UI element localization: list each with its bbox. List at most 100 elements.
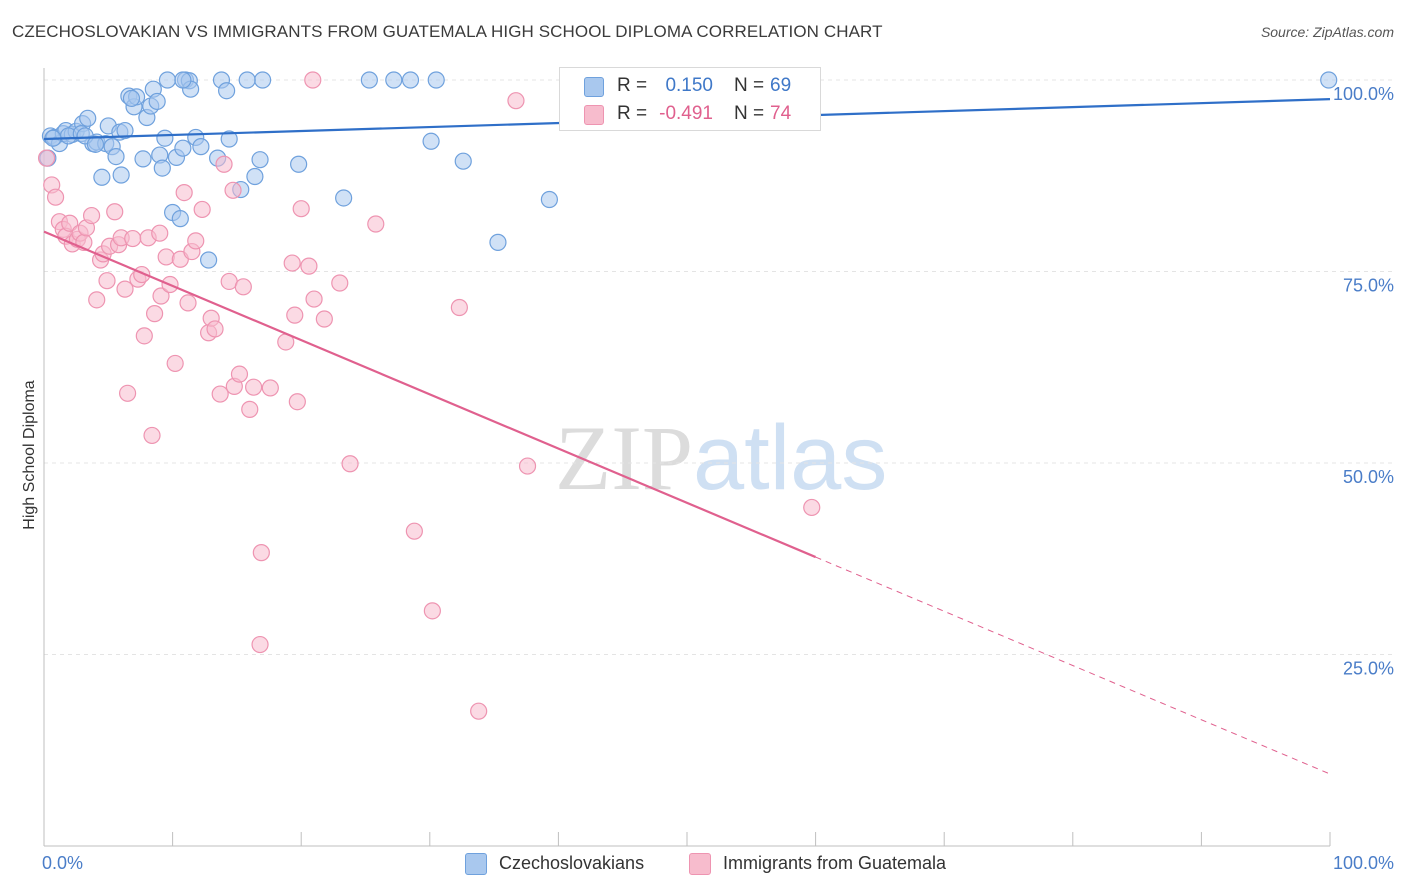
- y-tick-label: 75.0%: [1343, 276, 1394, 296]
- x-tick-label: 100.0%: [1333, 853, 1394, 873]
- guatemala-point: [118, 384, 137, 402]
- czechoslovakian-point: [116, 121, 134, 140]
- czechoslovakian-point: [290, 155, 308, 173]
- guatemala-point: [803, 498, 821, 517]
- guatemala-point: [292, 200, 310, 218]
- r-label: R =: [617, 103, 648, 124]
- blue-swatch-icon: [465, 853, 487, 875]
- guatemala-point: [193, 200, 211, 219]
- czechoslovakian-point: [158, 71, 177, 89]
- guatemala-point: [241, 400, 259, 418]
- n-label: N =: [734, 75, 765, 96]
- pink-swatch-icon: [584, 105, 604, 125]
- guatemala-point: [215, 155, 233, 173]
- pink-swatch-icon: [689, 853, 711, 875]
- y-axis-label: High School Diploma: [21, 380, 38, 530]
- n-label: N =: [734, 103, 765, 124]
- czechoslovakian-point: [422, 132, 440, 150]
- guatemala-point: [211, 385, 229, 403]
- guatemala-trend-extension: [815, 556, 1331, 775]
- czechoslovakian-point: [401, 71, 420, 89]
- guatemala-trend-line: [43, 230, 817, 559]
- guatemala-point: [135, 327, 153, 345]
- guatemala-point: [304, 71, 322, 89]
- guatemala-point: [288, 393, 306, 411]
- czechoslovakian-point: [385, 71, 403, 89]
- czechoslovakian-point: [489, 233, 507, 251]
- guatemala-point: [152, 287, 170, 305]
- guatemala-point: [423, 602, 441, 620]
- czechoslovakian-point: [335, 189, 353, 207]
- czechoslovakian-point: [192, 138, 210, 156]
- guatemala-point: [234, 278, 252, 296]
- czechoslovakian-point: [246, 167, 264, 186]
- guatemala-point: [206, 320, 224, 338]
- chart-title: CZECHOSLOVAKIAN VS IMMIGRANTS FROM GUATE…: [12, 22, 883, 41]
- czechoslovakian-point: [427, 71, 445, 89]
- czechoslovakian-point: [1320, 71, 1338, 89]
- guatemala-point: [450, 298, 468, 317]
- guatemala-point: [286, 306, 304, 324]
- czechoslovakian-point: [454, 152, 472, 170]
- czechoslovakian-point: [79, 109, 97, 127]
- czechoslovakian-point: [107, 148, 125, 166]
- guatemala-point: [305, 290, 323, 308]
- n-value: 69: [770, 75, 792, 96]
- guatemala-point: [187, 232, 205, 250]
- guatemala-point: [331, 274, 349, 292]
- r-label: R =: [617, 75, 648, 96]
- y-tick-label: 25.0%: [1343, 659, 1394, 679]
- czechoslovakian-point: [254, 71, 272, 89]
- czechoslovakian-point: [174, 139, 192, 157]
- guatemala-point: [245, 378, 263, 396]
- n-value: 74: [770, 103, 792, 124]
- czechoslovakian-point: [122, 89, 141, 107]
- stats-legend: R = 0.150 N = 69 R = -0.491 N = 74: [559, 67, 821, 131]
- guatemala-point: [157, 248, 175, 266]
- czechoslovakian-point: [238, 71, 256, 89]
- x-tick-label: 0.0%: [42, 853, 83, 873]
- czechoslovakian-point: [174, 71, 192, 89]
- stats-row-guatemala: R = -0.491 N = 74: [560, 100, 820, 128]
- guatemala-point: [261, 379, 279, 397]
- guatemala-point: [143, 426, 161, 445]
- r-value: 0.150: [665, 75, 713, 96]
- guatemala-point: [224, 181, 242, 199]
- series-legend: Czechoslovakians Immigrants from Guatema…: [0, 852, 1406, 876]
- czechoslovakian-point: [112, 166, 130, 184]
- czechoslovakian-point: [218, 82, 236, 100]
- guatemala-point: [124, 229, 142, 248]
- guatemala-point: [145, 305, 164, 323]
- guatemala-point: [367, 215, 385, 233]
- guatemala-point: [88, 291, 106, 309]
- stats-row-czechoslovakians: R = 0.150 N = 69: [560, 72, 820, 100]
- legend-label: Czechoslovakians: [499, 853, 645, 873]
- guatemala-point: [175, 184, 193, 202]
- czechoslovakian-point: [360, 71, 378, 89]
- guatemala-point: [507, 92, 525, 110]
- guatemala-point: [230, 365, 249, 383]
- r-value: -0.491: [659, 103, 713, 124]
- guatemala-point: [470, 702, 488, 720]
- czechoslovakian-point: [134, 150, 152, 168]
- czechoslovakian-point: [220, 130, 238, 148]
- legend-label: Immigrants from Guatemala: [723, 853, 947, 873]
- czechoslovakian-point: [153, 159, 171, 177]
- guatemala-point: [283, 254, 301, 272]
- watermark: ZIPatlas: [555, 405, 887, 511]
- czechoslovakian-point: [171, 210, 189, 228]
- source-label: Source: ZipAtlas.com: [1260, 24, 1394, 40]
- blue-swatch-icon: [584, 77, 604, 97]
- guatemala-point: [251, 635, 269, 654]
- czechoslovakian-point: [148, 92, 166, 111]
- watermark-atlas: atlas: [693, 407, 888, 509]
- czechoslovakian-point: [540, 190, 558, 209]
- guatemala-point: [46, 188, 65, 206]
- guatemala-point: [518, 457, 537, 475]
- y-tick-label: 100.0%: [1333, 84, 1394, 104]
- guatemala-point: [405, 522, 423, 540]
- guatemala-point: [82, 206, 101, 225]
- guatemala-point: [315, 310, 333, 328]
- guatemala-point: [341, 455, 359, 473]
